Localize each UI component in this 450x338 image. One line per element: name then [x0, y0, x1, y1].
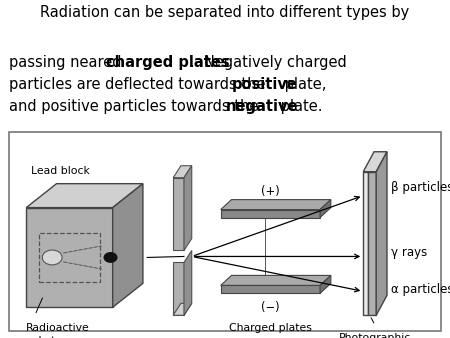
Text: Photographic
plate: Photographic plate — [339, 333, 411, 338]
Circle shape — [42, 250, 62, 265]
Text: .  Negatively charged: . Negatively charged — [190, 55, 346, 70]
Polygon shape — [220, 285, 320, 293]
Text: α particles: α particles — [392, 283, 450, 296]
Polygon shape — [363, 152, 387, 172]
Polygon shape — [26, 184, 143, 208]
Polygon shape — [173, 303, 192, 315]
Text: particles are deflected towards the: particles are deflected towards the — [9, 77, 270, 92]
Bar — [9, 132, 441, 331]
Text: negative: negative — [225, 99, 298, 114]
Text: plate.: plate. — [276, 99, 323, 114]
Polygon shape — [220, 200, 331, 210]
Text: charged plates: charged plates — [106, 55, 230, 70]
Polygon shape — [184, 166, 192, 250]
Text: (+): (+) — [261, 185, 280, 198]
Polygon shape — [220, 210, 320, 218]
Text: β particles: β particles — [392, 181, 450, 194]
Text: (−): (−) — [261, 301, 279, 314]
Polygon shape — [173, 178, 184, 250]
Polygon shape — [220, 275, 331, 285]
Text: and positive particles towards the: and positive particles towards the — [9, 99, 263, 114]
Polygon shape — [369, 172, 376, 315]
Polygon shape — [376, 152, 387, 315]
Text: γ rays: γ rays — [392, 246, 428, 259]
Circle shape — [104, 253, 117, 262]
Text: passing neared: passing neared — [9, 55, 126, 70]
Polygon shape — [112, 184, 143, 307]
Text: plate,: plate, — [280, 77, 327, 92]
Text: Charged plates: Charged plates — [229, 323, 312, 333]
Text: Lead block: Lead block — [31, 166, 90, 176]
Polygon shape — [320, 200, 331, 218]
Text: Radioactive
substance: Radioactive substance — [26, 323, 90, 338]
Polygon shape — [363, 172, 369, 315]
Polygon shape — [320, 275, 331, 293]
Polygon shape — [184, 250, 192, 315]
Text: Radiation can be separated into different types by: Radiation can be separated into differen… — [40, 5, 410, 20]
Polygon shape — [173, 166, 192, 178]
Polygon shape — [173, 262, 184, 315]
Polygon shape — [26, 208, 112, 307]
Text: positive: positive — [232, 77, 298, 92]
